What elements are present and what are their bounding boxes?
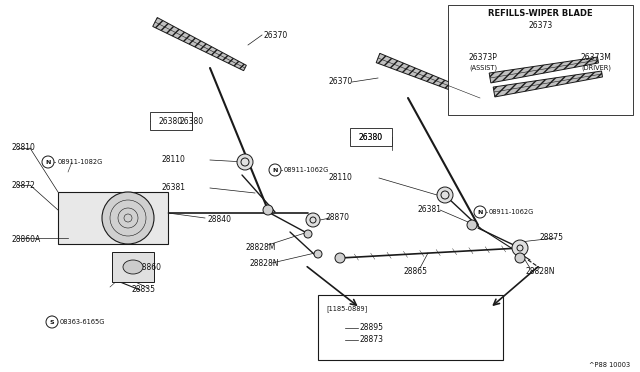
Text: 26381: 26381 xyxy=(418,205,442,215)
Polygon shape xyxy=(489,57,598,83)
Text: 26373P: 26373P xyxy=(468,52,497,61)
Bar xyxy=(150,112,192,130)
Text: 26370: 26370 xyxy=(329,77,353,87)
Text: 28865: 28865 xyxy=(404,267,428,276)
Text: N: N xyxy=(477,209,483,215)
Text: 26380: 26380 xyxy=(359,132,383,141)
Polygon shape xyxy=(493,71,602,97)
Text: 08911-1082G: 08911-1082G xyxy=(58,159,103,165)
Text: 08911-1062G: 08911-1062G xyxy=(284,167,329,173)
Circle shape xyxy=(102,192,154,244)
Bar xyxy=(448,5,633,115)
Polygon shape xyxy=(153,17,246,71)
Text: 08911-1062G: 08911-1062G xyxy=(489,209,534,215)
Text: S: S xyxy=(50,320,54,324)
Bar xyxy=(318,295,503,360)
Circle shape xyxy=(269,164,281,176)
Text: 28860A: 28860A xyxy=(12,235,41,244)
Text: ^P88 10003: ^P88 10003 xyxy=(589,362,630,368)
Text: 28828N: 28828N xyxy=(250,260,280,269)
Text: 08363-6165G: 08363-6165G xyxy=(60,319,106,325)
Text: 28860: 28860 xyxy=(138,263,162,273)
Text: 26380: 26380 xyxy=(359,132,383,141)
Circle shape xyxy=(263,205,273,215)
Polygon shape xyxy=(376,53,481,101)
Text: 26373: 26373 xyxy=(529,20,552,29)
Text: 28895: 28895 xyxy=(360,324,384,333)
Text: 26381: 26381 xyxy=(161,183,185,192)
Circle shape xyxy=(42,156,54,168)
Circle shape xyxy=(306,213,320,227)
Text: 28810: 28810 xyxy=(12,144,36,153)
Circle shape xyxy=(437,187,453,203)
Text: 28870: 28870 xyxy=(325,214,349,222)
Text: 28828N: 28828N xyxy=(526,267,556,276)
Circle shape xyxy=(237,154,253,170)
Text: 26380: 26380 xyxy=(180,116,204,125)
Text: 26380: 26380 xyxy=(159,116,183,125)
Bar xyxy=(112,252,154,282)
Bar xyxy=(58,192,168,244)
Circle shape xyxy=(304,230,312,238)
Bar xyxy=(350,128,392,146)
Text: 28110: 28110 xyxy=(161,155,185,164)
Text: REFILLS-WIPER BLADE: REFILLS-WIPER BLADE xyxy=(488,9,593,17)
Circle shape xyxy=(515,253,525,263)
Circle shape xyxy=(467,220,477,230)
Text: [1185-0889]: [1185-0889] xyxy=(326,306,367,312)
Circle shape xyxy=(512,240,528,256)
Text: (DRIVER): (DRIVER) xyxy=(581,65,611,71)
Ellipse shape xyxy=(123,260,143,274)
Text: 26373M: 26373M xyxy=(580,52,611,61)
Circle shape xyxy=(474,206,486,218)
Text: 28828M: 28828M xyxy=(245,243,275,251)
Text: 28110: 28110 xyxy=(328,173,352,183)
Text: 28835: 28835 xyxy=(132,285,156,295)
Text: 28840: 28840 xyxy=(208,215,232,224)
Text: N: N xyxy=(45,160,51,164)
Circle shape xyxy=(46,316,58,328)
Text: 26370: 26370 xyxy=(263,31,287,39)
Text: 28875: 28875 xyxy=(540,234,564,243)
Text: N: N xyxy=(272,167,278,173)
Text: 28873: 28873 xyxy=(360,336,384,344)
Text: 28872: 28872 xyxy=(12,180,36,189)
Circle shape xyxy=(335,253,345,263)
Circle shape xyxy=(314,250,322,258)
Text: (ASSIST): (ASSIST) xyxy=(469,65,497,71)
